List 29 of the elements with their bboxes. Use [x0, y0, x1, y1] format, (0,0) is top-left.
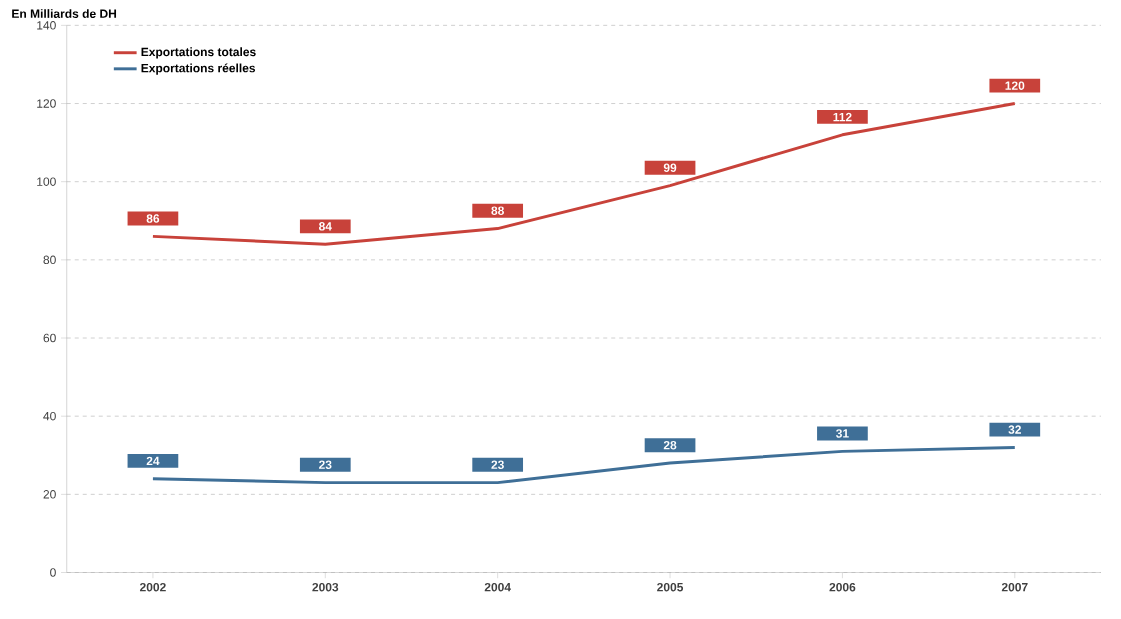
y-tick-label: 0 — [50, 568, 56, 577]
data-label: 24 — [146, 456, 160, 465]
legend-label: Exportations réelles — [141, 63, 256, 75]
data-label: 86 — [146, 214, 160, 223]
data-label: 23 — [491, 460, 504, 469]
x-tick-label: 2005 — [657, 582, 684, 592]
legend-label: Exportations totales — [141, 47, 256, 59]
y-tick-label: 100 — [37, 177, 56, 186]
y-tick-label: 120 — [37, 99, 56, 108]
y-axis-title: En Milliards de DH — [12, 9, 117, 18]
y-tick-label: 20 — [43, 489, 56, 499]
data-label: 28 — [663, 440, 677, 450]
data-label: 112 — [833, 112, 852, 122]
x-tick-label: 2002 — [139, 582, 166, 592]
x-tick-label: 2006 — [829, 582, 856, 592]
data-label: 84 — [318, 221, 332, 231]
data-label: 88 — [491, 206, 504, 215]
y-tick-label: 60 — [43, 333, 56, 343]
x-tick-label: 2007 — [1001, 582, 1028, 592]
data-label: 23 — [319, 460, 332, 469]
data-label: 120 — [1005, 81, 1025, 90]
y-tick-label: 40 — [43, 411, 56, 421]
data-label: 31 — [836, 429, 849, 438]
y-tick-label: 140 — [37, 20, 56, 30]
x-tick-label: 2004 — [484, 582, 511, 592]
data-label: 99 — [663, 163, 677, 172]
x-tick-label: 2003 — [312, 582, 339, 592]
data-label: 32 — [1008, 425, 1021, 434]
y-tick-label: 80 — [43, 255, 56, 264]
